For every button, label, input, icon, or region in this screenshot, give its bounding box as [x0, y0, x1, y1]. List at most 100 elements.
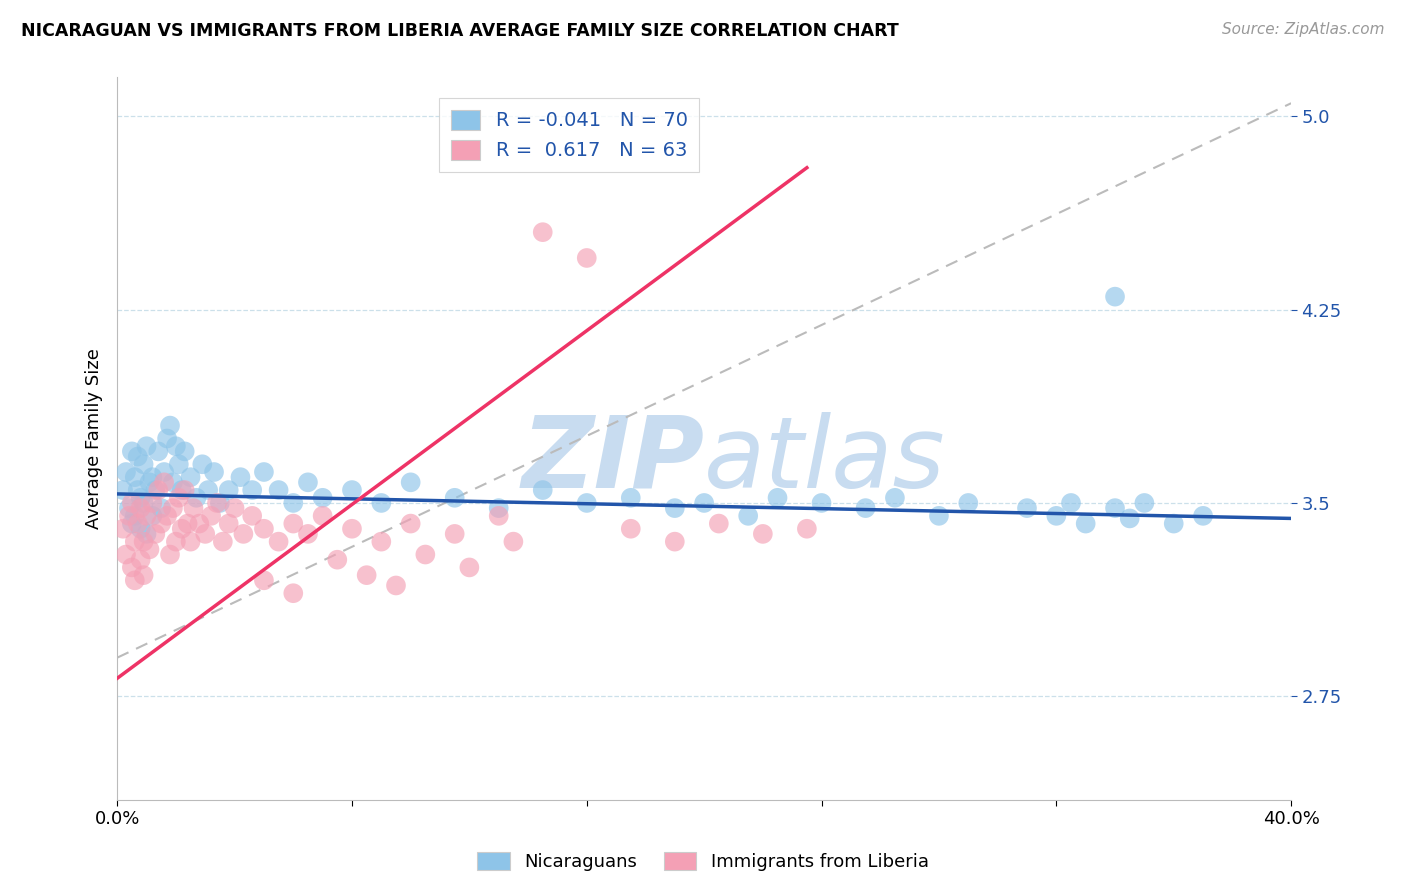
Point — [810, 496, 832, 510]
Point — [156, 508, 179, 523]
Point — [191, 457, 214, 471]
Point — [737, 508, 759, 523]
Point — [502, 534, 524, 549]
Point — [153, 475, 176, 490]
Point — [176, 516, 198, 531]
Point — [297, 527, 319, 541]
Point — [180, 534, 202, 549]
Point — [150, 501, 173, 516]
Point — [156, 432, 179, 446]
Point — [124, 508, 146, 523]
Point — [253, 465, 276, 479]
Point — [488, 508, 510, 523]
Point — [143, 527, 166, 541]
Point — [124, 470, 146, 484]
Point — [141, 470, 163, 484]
Point — [135, 527, 157, 541]
Point — [218, 516, 240, 531]
Point — [575, 496, 598, 510]
Point — [197, 483, 219, 497]
Point — [531, 225, 554, 239]
Point — [458, 560, 481, 574]
Point — [766, 491, 789, 505]
Point — [121, 444, 143, 458]
Point — [180, 470, 202, 484]
Text: NICARAGUAN VS IMMIGRANTS FROM LIBERIA AVERAGE FAMILY SIZE CORRELATION CHART: NICARAGUAN VS IMMIGRANTS FROM LIBERIA AV… — [21, 22, 898, 40]
Point — [884, 491, 907, 505]
Point — [159, 548, 181, 562]
Legend: Nicaraguans, Immigrants from Liberia: Nicaraguans, Immigrants from Liberia — [470, 845, 936, 879]
Point — [135, 508, 157, 523]
Point — [121, 496, 143, 510]
Point — [1045, 508, 1067, 523]
Point — [957, 496, 980, 510]
Point — [200, 508, 222, 523]
Point — [1133, 496, 1156, 510]
Point — [752, 527, 775, 541]
Point — [129, 501, 152, 516]
Point — [132, 568, 155, 582]
Point — [385, 578, 408, 592]
Point — [1074, 516, 1097, 531]
Point — [112, 522, 135, 536]
Y-axis label: Average Family Size: Average Family Size — [86, 348, 103, 529]
Point — [118, 501, 141, 516]
Point — [443, 527, 465, 541]
Point — [1060, 496, 1083, 510]
Point — [370, 534, 392, 549]
Point — [162, 501, 184, 516]
Point — [188, 516, 211, 531]
Point — [121, 560, 143, 574]
Point — [399, 475, 422, 490]
Point — [162, 475, 184, 490]
Point — [135, 439, 157, 453]
Point — [186, 491, 208, 505]
Point — [283, 516, 305, 531]
Point — [211, 534, 233, 549]
Point — [170, 483, 193, 497]
Point — [173, 483, 195, 497]
Text: atlas: atlas — [704, 411, 946, 508]
Point — [443, 491, 465, 505]
Point — [121, 516, 143, 531]
Point — [297, 475, 319, 490]
Text: ZIP: ZIP — [522, 411, 704, 508]
Point — [283, 586, 305, 600]
Point — [399, 516, 422, 531]
Point — [170, 522, 193, 536]
Point — [928, 508, 950, 523]
Point — [1192, 508, 1215, 523]
Point — [240, 508, 263, 523]
Point — [165, 439, 187, 453]
Point — [855, 501, 877, 516]
Point — [148, 444, 170, 458]
Point — [129, 491, 152, 505]
Point — [707, 516, 730, 531]
Point — [194, 527, 217, 541]
Point — [664, 534, 686, 549]
Point — [224, 501, 246, 516]
Point — [132, 496, 155, 510]
Point — [115, 465, 138, 479]
Point — [159, 418, 181, 433]
Text: Source: ZipAtlas.com: Source: ZipAtlas.com — [1222, 22, 1385, 37]
Point — [124, 574, 146, 588]
Point — [208, 496, 231, 510]
Point — [127, 516, 149, 531]
Legend: R = -0.041   N = 70, R =  0.617   N = 63: R = -0.041 N = 70, R = 0.617 N = 63 — [439, 98, 699, 172]
Point — [165, 534, 187, 549]
Point — [132, 534, 155, 549]
Point — [326, 552, 349, 566]
Point — [129, 522, 152, 536]
Point — [138, 475, 160, 490]
Point — [531, 483, 554, 497]
Point — [267, 534, 290, 549]
Point — [488, 501, 510, 516]
Point — [253, 522, 276, 536]
Point — [148, 483, 170, 497]
Point — [311, 491, 333, 505]
Point — [1163, 516, 1185, 531]
Point — [283, 496, 305, 510]
Point — [115, 548, 138, 562]
Point — [693, 496, 716, 510]
